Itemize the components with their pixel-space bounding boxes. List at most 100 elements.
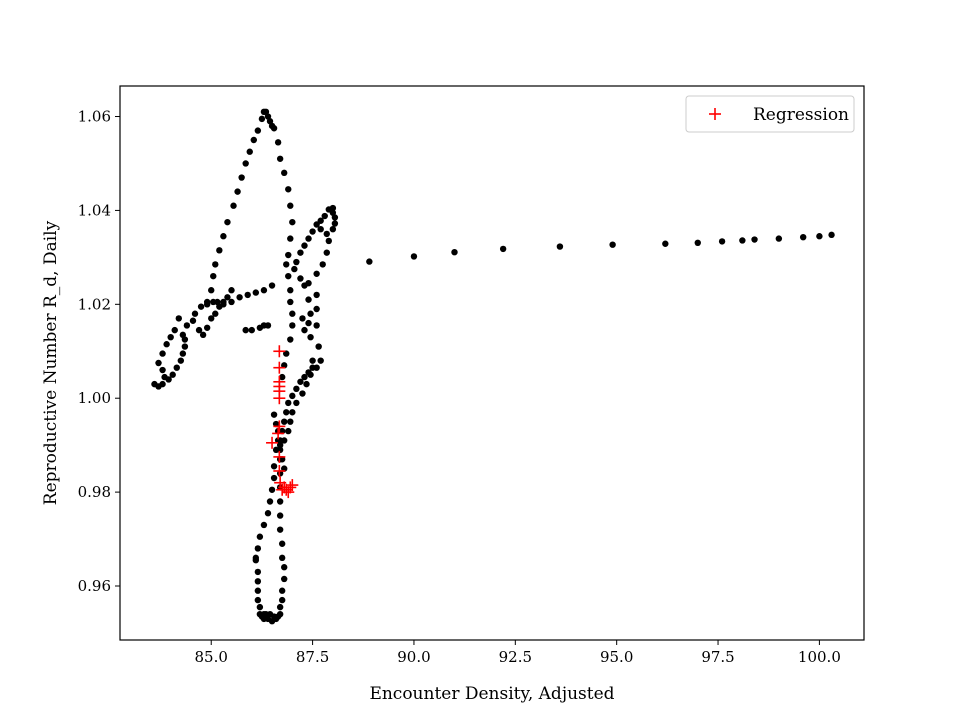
data-point: [281, 437, 288, 444]
data-point: [258, 115, 266, 123]
data-point: [163, 341, 170, 348]
data-point: [287, 298, 294, 306]
data-point: [159, 350, 166, 357]
data-point: [167, 333, 174, 341]
data-point: [173, 364, 180, 371]
data-point: [264, 322, 272, 329]
data-point: [228, 287, 235, 294]
data-point: [291, 265, 298, 273]
data-marks: [151, 108, 835, 625]
data-point: [195, 326, 203, 334]
data-point: [309, 364, 316, 371]
data-point: [319, 261, 326, 268]
data-point: [278, 587, 286, 594]
data-point: [203, 324, 211, 331]
data-point: [301, 242, 308, 249]
data-point: [274, 139, 282, 146]
data-point: [181, 343, 189, 350]
data-point: [293, 258, 300, 266]
data-point: [301, 326, 308, 334]
data-point: [609, 241, 616, 248]
data-point: [268, 486, 276, 493]
data-point: [305, 235, 312, 242]
data-point: [234, 188, 241, 195]
x-tick-label: 100.0: [798, 648, 841, 666]
data-point: [775, 235, 783, 242]
data-point: [278, 540, 286, 547]
data-point: [276, 610, 284, 618]
data-point: [203, 301, 211, 308]
data-point: [366, 258, 373, 265]
data-point: [410, 253, 418, 260]
data-point: [183, 322, 191, 329]
data-point: [315, 343, 322, 350]
data-point: [254, 568, 262, 576]
x-axis-label: Encounter Density, Adjusted: [369, 684, 614, 704]
data-point: [270, 474, 278, 482]
data-point: [254, 578, 262, 585]
data-point: [278, 373, 286, 381]
data-point: [254, 596, 262, 604]
data-point: [276, 526, 284, 533]
data-point: [285, 427, 292, 435]
data-point: [297, 275, 304, 282]
data-point: [317, 357, 324, 364]
data-point: [254, 587, 262, 594]
data-point: [297, 378, 304, 385]
data-point: [242, 326, 249, 334]
data-point: [303, 380, 310, 388]
data-point: [718, 238, 726, 245]
data-point: [662, 240, 669, 247]
data-point: [238, 174, 245, 181]
data-point: [305, 319, 312, 327]
data-point: [252, 556, 260, 564]
data-point: [317, 217, 324, 224]
data-point: [323, 230, 330, 238]
data-point: [313, 221, 320, 228]
y-tick-label: 0.98: [78, 483, 111, 501]
regression-point: [273, 450, 286, 463]
data-point: [208, 287, 215, 294]
plot-area-frame: [119, 85, 865, 641]
legend-box: [685, 95, 855, 133]
data-point: [287, 336, 294, 343]
data-point: [260, 287, 268, 294]
data-point: [301, 373, 308, 381]
data-point: [175, 315, 182, 322]
regression-point: [272, 427, 285, 440]
legend-entry-regression: Regression: [753, 105, 849, 125]
data-point: [256, 603, 264, 611]
regression-point: [266, 436, 279, 449]
data-point: [179, 331, 187, 339]
legend: Regression: [685, 95, 855, 133]
data-point: [816, 233, 823, 240]
data-point: [281, 418, 288, 425]
data-point: [828, 231, 835, 239]
data-point: [155, 359, 162, 367]
data-point: [268, 282, 276, 289]
data-point: [278, 596, 286, 604]
regression-point: [286, 479, 299, 492]
data-point: [313, 305, 320, 313]
data-point: [159, 366, 166, 374]
data-point: [281, 575, 288, 583]
data-point: [224, 218, 231, 226]
x-tick-label: 92.5: [499, 648, 532, 666]
data-point: [169, 371, 176, 378]
y-tick-label: 0.96: [78, 577, 111, 595]
data-point: [323, 249, 330, 256]
data-point: [301, 282, 308, 289]
regression-point: [273, 361, 286, 374]
data-point: [191, 310, 199, 317]
data-point: [313, 291, 320, 299]
data-point: [270, 613, 278, 620]
data-point: [289, 409, 296, 416]
data-point: [287, 202, 294, 209]
x-tick-label: 95.0: [600, 648, 633, 666]
data-point: [329, 225, 337, 233]
x-tick-label: 85.0: [195, 648, 228, 666]
data-point: [285, 186, 292, 193]
data-point: [242, 160, 249, 167]
data-point: [799, 233, 807, 241]
data-point: [299, 390, 306, 397]
